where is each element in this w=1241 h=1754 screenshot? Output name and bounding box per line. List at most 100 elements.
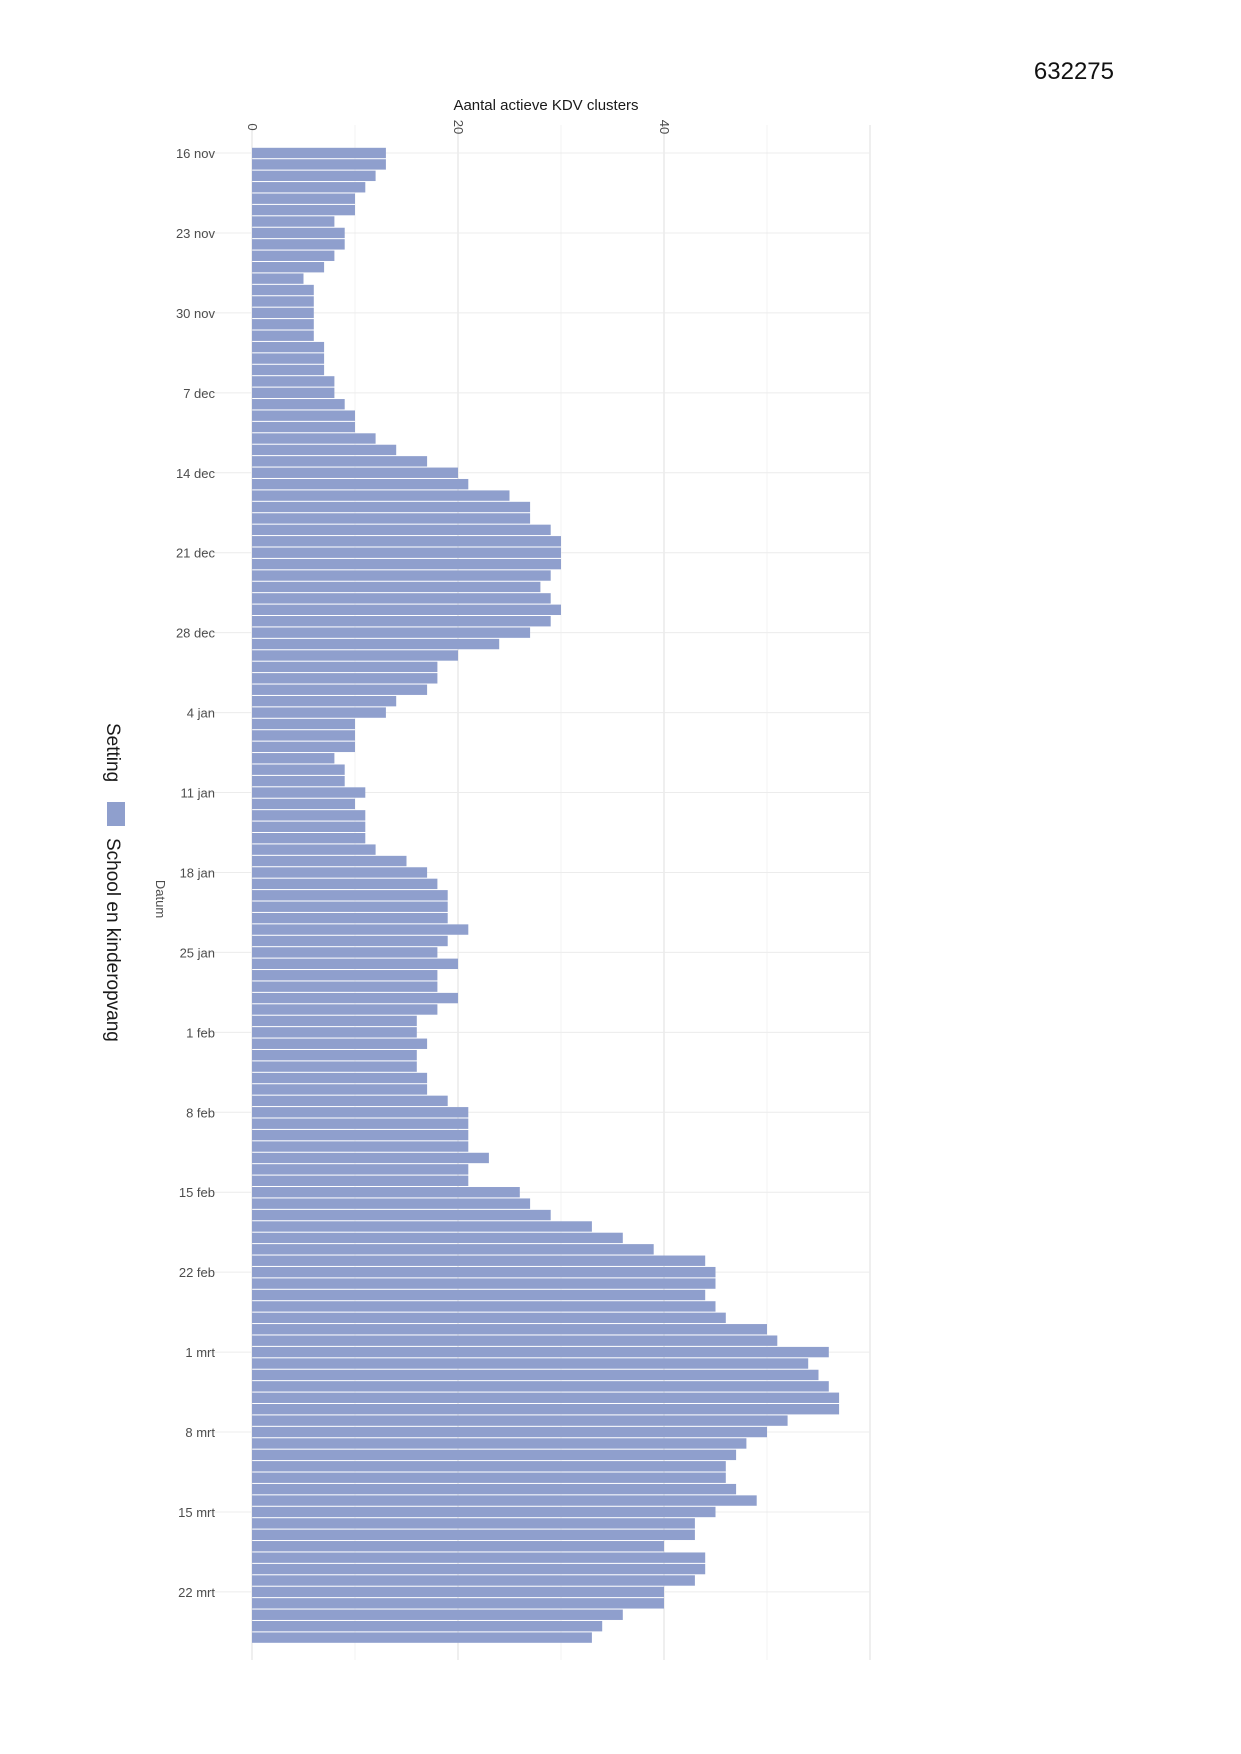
bar [252, 924, 469, 935]
bar [252, 935, 448, 947]
bar [252, 764, 345, 775]
bar [252, 1141, 469, 1152]
bar [252, 570, 551, 581]
bar [252, 456, 428, 467]
bar [252, 490, 510, 501]
y-axis-title: Datum [153, 880, 168, 918]
bar [252, 433, 376, 444]
bar [252, 182, 366, 193]
bar [252, 833, 366, 844]
bar [252, 1563, 706, 1575]
bar [252, 1381, 829, 1392]
bar [252, 547, 561, 558]
y-tick-label: 22 mrt [178, 1585, 215, 1600]
page-identifier: 632275 [1033, 58, 1114, 85]
y-tick-label: 28 dec [176, 626, 216, 641]
bar [252, 1483, 737, 1495]
bar [252, 1449, 737, 1461]
bar [252, 1312, 726, 1324]
bar [252, 1221, 592, 1232]
bar [252, 1015, 417, 1027]
y-tick-label: 11 jan [181, 786, 215, 801]
bar [252, 1004, 438, 1015]
bar [252, 1518, 695, 1529]
y-tick-label: 30 nov [176, 306, 216, 321]
bar [252, 593, 551, 604]
bar [252, 170, 376, 182]
bar [252, 1358, 809, 1369]
bar [252, 616, 551, 627]
bar [252, 1049, 417, 1061]
bar [252, 330, 314, 341]
bar [252, 376, 335, 387]
bar [252, 159, 386, 170]
x-tick-label: 0 [245, 123, 260, 130]
bar [252, 1187, 520, 1198]
bar [252, 821, 366, 832]
bar [252, 410, 355, 421]
bar [252, 707, 386, 718]
bar [252, 1529, 695, 1541]
bar [252, 1095, 448, 1107]
y-tick-label: 16 nov [176, 146, 216, 161]
bar [252, 753, 335, 764]
bar [252, 730, 355, 741]
y-tick-label: 1 feb [186, 1025, 215, 1040]
bar [252, 1084, 428, 1095]
y-tick-label: 14 dec [176, 466, 216, 481]
bar [252, 604, 561, 615]
bar [252, 1175, 469, 1186]
bar [252, 1255, 706, 1266]
bar [252, 1266, 716, 1278]
bar [252, 890, 448, 901]
bar [252, 1346, 829, 1358]
bar [252, 1392, 840, 1403]
bar [252, 638, 500, 650]
bar [252, 364, 325, 376]
bar [252, 1461, 726, 1472]
y-tick-label: 21 dec [176, 546, 216, 561]
bar [252, 1198, 531, 1209]
bar [252, 353, 325, 364]
bar [252, 1506, 716, 1518]
x-axis-title: Aantal actieve KDV clusters [453, 97, 638, 114]
bar [252, 684, 428, 695]
bar [252, 1369, 819, 1381]
bar [252, 1438, 747, 1449]
y-tick-label: 22 feb [179, 1265, 215, 1280]
bar [252, 844, 376, 855]
bar [252, 1027, 417, 1038]
bar [252, 262, 325, 273]
bar [252, 810, 366, 821]
bar [252, 741, 355, 753]
bar [252, 444, 397, 456]
bar [252, 970, 438, 981]
bar [252, 1415, 788, 1426]
legend-label: School en kinderopvang [102, 838, 123, 1042]
bar [252, 958, 458, 970]
y-tick-label: 23 nov [176, 226, 216, 241]
bar [252, 501, 531, 513]
bar [252, 478, 469, 490]
bar [252, 399, 345, 410]
bar [252, 1495, 757, 1506]
bar [252, 1426, 767, 1438]
bar [252, 581, 541, 593]
y-tick-label: 7 dec [183, 386, 215, 401]
x-axis-ticks: 0 20 40 [245, 120, 672, 134]
bar [252, 775, 345, 787]
bar [252, 673, 438, 684]
bar [252, 524, 551, 536]
bar [252, 661, 438, 673]
y-tick-label: 8 feb [186, 1105, 215, 1120]
bar [252, 1209, 551, 1221]
bar [252, 1324, 767, 1335]
bar [252, 947, 438, 958]
x-tick-label: 20 [451, 120, 466, 134]
bar [252, 239, 345, 250]
bar [252, 250, 335, 261]
bar [252, 1244, 654, 1255]
bar [252, 513, 531, 524]
bar [252, 296, 314, 307]
bar [252, 1038, 428, 1049]
